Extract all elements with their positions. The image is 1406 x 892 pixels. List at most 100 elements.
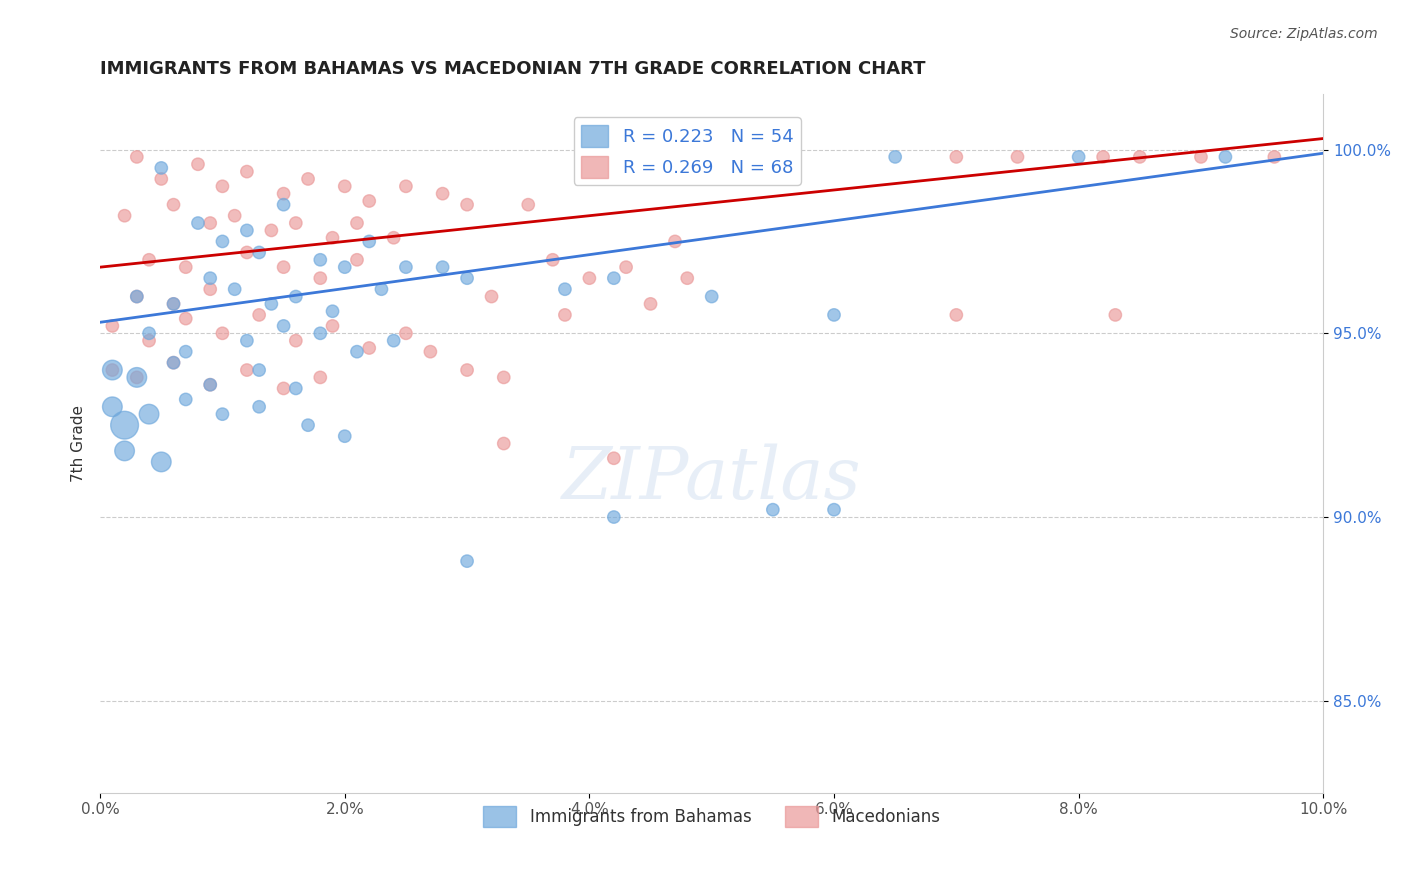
Point — [346, 252, 368, 267]
Point — [297, 418, 319, 433]
Point — [456, 554, 478, 568]
Point — [187, 216, 209, 230]
Point — [541, 252, 564, 267]
Point — [101, 363, 124, 377]
Point — [273, 318, 295, 333]
Point — [603, 510, 626, 524]
Point — [395, 326, 418, 341]
Point — [273, 197, 295, 211]
Point — [200, 282, 222, 296]
Point — [382, 334, 405, 348]
Point — [114, 209, 136, 223]
Point — [1129, 150, 1152, 164]
Point — [309, 271, 332, 285]
Point — [284, 216, 307, 230]
Point — [162, 197, 184, 211]
Point — [945, 308, 967, 322]
Point — [676, 271, 699, 285]
Point — [309, 370, 332, 384]
Point — [481, 289, 503, 303]
Point — [273, 381, 295, 395]
Point — [322, 231, 344, 245]
Point — [700, 289, 723, 303]
Point — [884, 150, 907, 164]
Point — [101, 400, 124, 414]
Point — [333, 179, 356, 194]
Point — [101, 318, 124, 333]
Point — [236, 164, 259, 178]
Text: Source: ZipAtlas.com: Source: ZipAtlas.com — [1230, 27, 1378, 41]
Point — [125, 370, 148, 384]
Point — [1067, 150, 1090, 164]
Point — [236, 245, 259, 260]
Point — [236, 363, 259, 377]
Point — [162, 297, 184, 311]
Point — [211, 326, 233, 341]
Point — [247, 363, 270, 377]
Point — [456, 197, 478, 211]
Point — [138, 334, 160, 348]
Text: ZIPatlas: ZIPatlas — [562, 443, 862, 514]
Text: IMMIGRANTS FROM BAHAMAS VS MACEDONIAN 7TH GRADE CORRELATION CHART: IMMIGRANTS FROM BAHAMAS VS MACEDONIAN 7T… — [100, 60, 925, 78]
Point — [346, 344, 368, 359]
Point — [284, 289, 307, 303]
Point — [297, 172, 319, 186]
Point — [260, 223, 283, 237]
Point — [114, 418, 136, 433]
Point — [333, 429, 356, 443]
Point — [517, 197, 540, 211]
Point — [236, 223, 259, 237]
Point — [174, 392, 197, 407]
Point — [284, 381, 307, 395]
Point — [273, 260, 295, 274]
Point — [247, 400, 270, 414]
Point — [370, 282, 392, 296]
Y-axis label: 7th Grade: 7th Grade — [72, 405, 86, 482]
Point — [200, 377, 222, 392]
Point — [125, 289, 148, 303]
Point — [247, 245, 270, 260]
Point — [162, 356, 184, 370]
Point — [174, 311, 197, 326]
Point — [578, 271, 600, 285]
Point — [1007, 150, 1029, 164]
Point — [1263, 150, 1285, 164]
Point — [174, 344, 197, 359]
Point — [614, 260, 637, 274]
Point — [1215, 150, 1237, 164]
Point — [554, 282, 576, 296]
Point — [211, 179, 233, 194]
Point — [432, 260, 454, 274]
Point — [150, 161, 173, 175]
Point — [333, 260, 356, 274]
Point — [200, 271, 222, 285]
Point — [273, 186, 295, 201]
Point — [200, 377, 222, 392]
Point — [150, 455, 173, 469]
Point — [456, 271, 478, 285]
Point — [260, 297, 283, 311]
Point — [125, 150, 148, 164]
Point — [150, 172, 173, 186]
Point — [125, 370, 148, 384]
Point — [211, 235, 233, 249]
Legend: Immigrants from Bahamas, Macedonians: Immigrants from Bahamas, Macedonians — [477, 799, 948, 833]
Point — [309, 326, 332, 341]
Point — [101, 363, 124, 377]
Point — [162, 297, 184, 311]
Point — [432, 186, 454, 201]
Point — [138, 252, 160, 267]
Point — [762, 502, 785, 516]
Point — [162, 356, 184, 370]
Point — [492, 436, 515, 450]
Point — [236, 334, 259, 348]
Point — [359, 341, 381, 355]
Point — [395, 179, 418, 194]
Point — [138, 407, 160, 421]
Point — [211, 407, 233, 421]
Point — [187, 157, 209, 171]
Point — [125, 289, 148, 303]
Point — [247, 308, 270, 322]
Point — [664, 235, 686, 249]
Point — [945, 150, 967, 164]
